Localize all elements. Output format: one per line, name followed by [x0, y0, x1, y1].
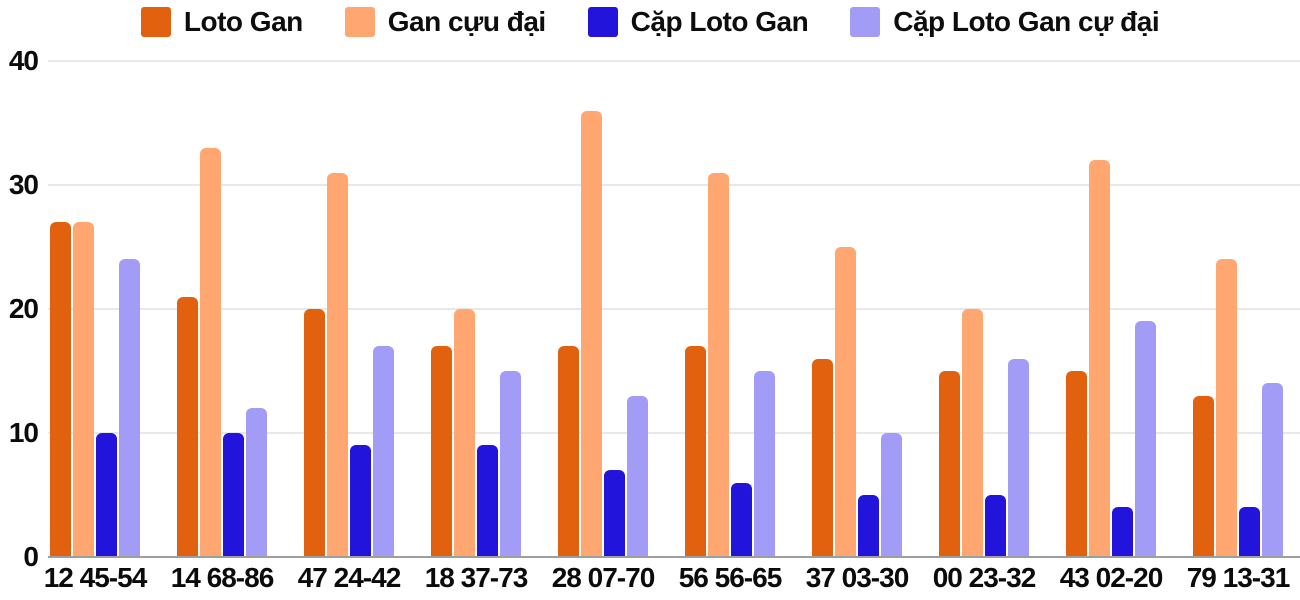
legend-label: Cặp Loto Gan: [630, 6, 809, 37]
x-tick-label: 00 23-32: [932, 562, 1037, 593]
x-tick-label: 79 13-31: [1186, 562, 1291, 593]
bar-loto-gan[interactable]: [431, 346, 452, 557]
legend-item-gan-cuu-ai: Gan cựu đại: [344, 6, 546, 38]
bar-loto-gan[interactable]: [685, 346, 706, 557]
gridline: [48, 60, 1300, 62]
bar-cap-loto-gan[interactable]: [1112, 507, 1133, 557]
x-tick-label: 18 37-73: [424, 562, 529, 593]
y-tick-label: 10: [8, 417, 39, 448]
legend-item-cap-loto-gan-cu-ai: Cặp Loto Gan cự đại: [850, 6, 1160, 38]
bar-loto-gan[interactable]: [939, 371, 960, 557]
bar-cap-loto-gan[interactable]: [223, 433, 244, 557]
y-tick-label: 20: [8, 293, 39, 324]
legend-swatch-cap-loto-gan: [587, 7, 618, 37]
bar-gan-cuu-ai[interactable]: [581, 110, 602, 557]
bar-loto-gan[interactable]: [1066, 371, 1087, 557]
x-tick-label: 56 56-65: [678, 562, 783, 593]
bar-cap-loto-gan-cu-ai[interactable]: [627, 395, 648, 557]
bar-loto-gan[interactable]: [812, 358, 833, 557]
bar-cap-loto-gan[interactable]: [604, 470, 625, 557]
legend-label: Cặp Loto Gan cự đại: [893, 6, 1160, 37]
bar-cap-loto-gan[interactable]: [985, 495, 1006, 557]
legend-swatch-gan-cuu-ai: [344, 7, 375, 37]
x-tick-label: 47 24-42: [297, 562, 402, 593]
bar-gan-cuu-ai[interactable]: [962, 309, 983, 557]
x-tick-label: 14 68-86: [170, 562, 275, 593]
bar-gan-cuu-ai[interactable]: [73, 222, 94, 557]
gridline: [48, 308, 1300, 310]
gridline: [48, 184, 1300, 186]
x-tick-label: 43 02-20: [1059, 562, 1164, 593]
bar-gan-cuu-ai[interactable]: [835, 247, 856, 557]
bar-cap-loto-gan-cu-ai[interactable]: [119, 259, 140, 557]
legend-swatch-cap-loto-gan-cu-ai: [850, 7, 881, 37]
x-tick-label: 28 07-70: [551, 562, 656, 593]
bar-loto-gan[interactable]: [177, 296, 198, 557]
x-tick-label: 12 45-54: [43, 562, 148, 593]
y-tick-label: 0: [23, 541, 39, 572]
bar-cap-loto-gan[interactable]: [731, 482, 752, 557]
legend-item-cap-loto-gan: Cặp Loto Gan: [587, 6, 809, 38]
legend-swatch-loto-gan: [140, 7, 171, 37]
bar-gan-cuu-ai[interactable]: [1089, 160, 1110, 557]
bar-cap-loto-gan-cu-ai[interactable]: [1008, 358, 1029, 557]
bar-cap-loto-gan[interactable]: [858, 495, 879, 557]
legend-label: Gan cựu đại: [387, 6, 546, 37]
gridline: [48, 432, 1300, 434]
bar-cap-loto-gan-cu-ai[interactable]: [373, 346, 394, 557]
bar-cap-loto-gan[interactable]: [477, 445, 498, 557]
bar-loto-gan[interactable]: [50, 222, 71, 557]
bar-cap-loto-gan-cu-ai[interactable]: [754, 371, 775, 557]
legend-item-loto-gan: Loto Gan: [140, 6, 303, 38]
x-tick-label: 37 03-30: [805, 562, 910, 593]
legend-label: Loto Gan: [183, 6, 303, 37]
y-tick-label: 30: [8, 169, 39, 200]
bar-cap-loto-gan-cu-ai[interactable]: [1135, 321, 1156, 557]
bar-loto-gan[interactable]: [304, 309, 325, 557]
bar-gan-cuu-ai[interactable]: [200, 147, 221, 557]
bar-cap-loto-gan[interactable]: [350, 445, 371, 557]
bar-gan-cuu-ai[interactable]: [327, 172, 348, 557]
x-axis-baseline: [48, 556, 1300, 558]
bar-gan-cuu-ai[interactable]: [708, 172, 729, 557]
bar-cap-loto-gan-cu-ai[interactable]: [500, 371, 521, 557]
bar-cap-loto-gan-cu-ai[interactable]: [246, 408, 267, 557]
bar-cap-loto-gan[interactable]: [96, 433, 117, 557]
bar-cap-loto-gan-cu-ai[interactable]: [881, 433, 902, 557]
bar-cap-loto-gan-cu-ai[interactable]: [1262, 383, 1283, 557]
bar-loto-gan[interactable]: [1193, 395, 1214, 557]
chart-legend: Loto Gan Gan cựu đại Cặp Loto Gan Cặp Loto …: [0, 6, 1300, 38]
y-tick-label: 40: [8, 45, 39, 76]
bar-gan-cuu-ai[interactable]: [1216, 259, 1237, 557]
bar-cap-loto-gan[interactable]: [1239, 507, 1260, 557]
bar-gan-cuu-ai[interactable]: [454, 309, 475, 557]
bar-loto-gan[interactable]: [558, 346, 579, 557]
